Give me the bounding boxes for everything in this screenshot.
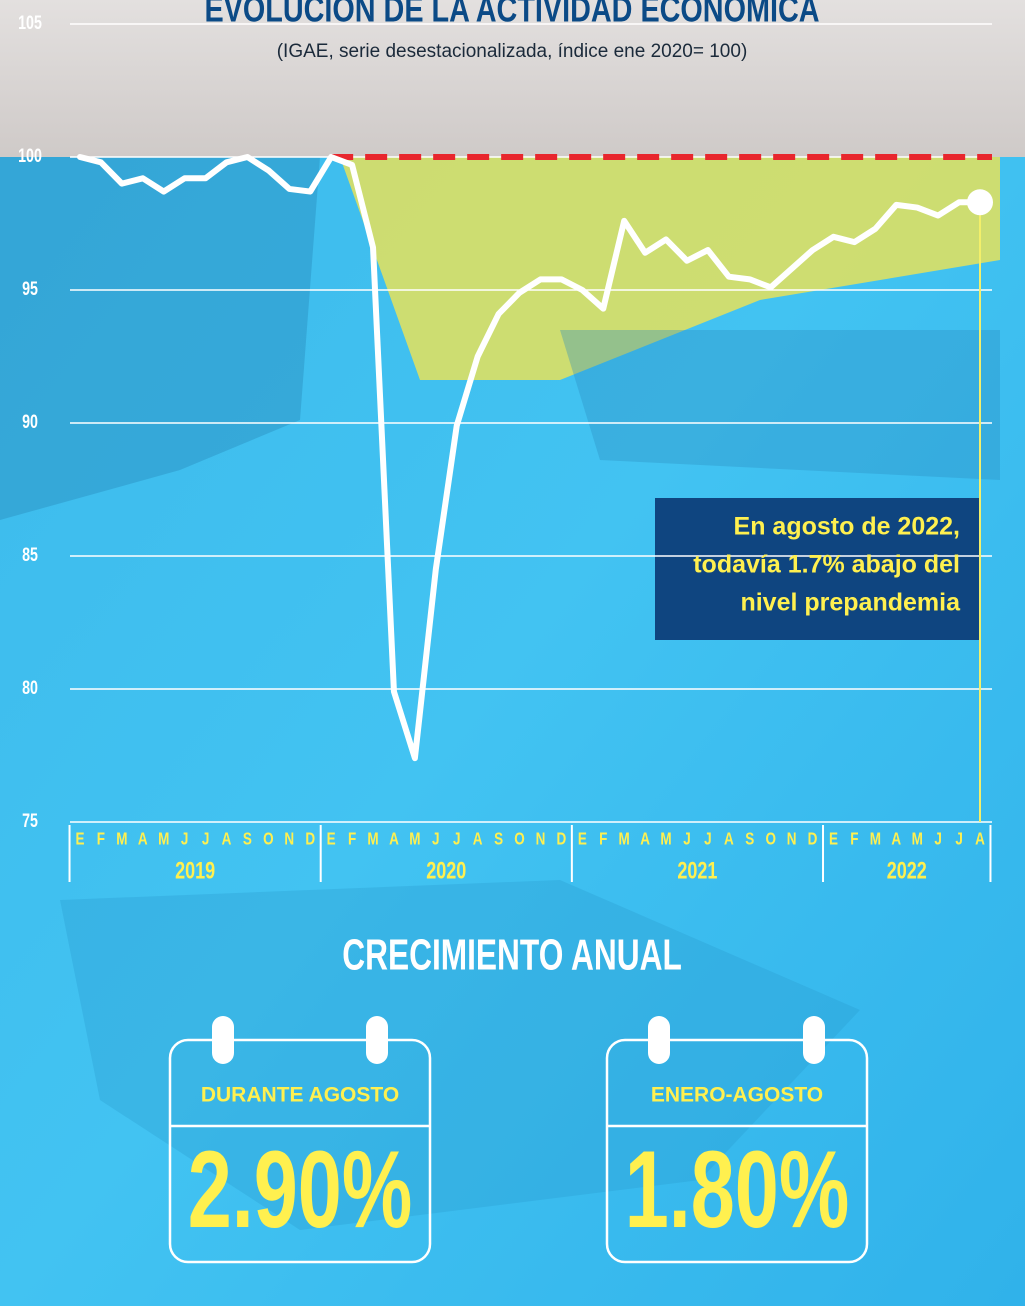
y-tick-label: 105: [18, 12, 42, 33]
x-tick-label: A: [138, 830, 148, 849]
x-tick-label: S: [243, 830, 252, 849]
x-tick-label: J: [683, 830, 691, 849]
card-ring: [648, 1016, 670, 1064]
x-tick-label: N: [787, 830, 797, 849]
x-tick-label: J: [432, 830, 440, 849]
x-tick-label: S: [745, 830, 754, 849]
background-shape: [0, 157, 320, 520]
x-tick-label: E: [829, 830, 838, 849]
x-tick-label: D: [557, 830, 567, 849]
x-tick-label: E: [578, 830, 587, 849]
y-tick-label: 95: [22, 278, 38, 299]
x-tick-label: M: [870, 830, 881, 849]
x-tick-label: M: [158, 830, 169, 849]
x-tick-label: E: [327, 830, 336, 849]
section-title: CRECIMIENTO ANUAL: [342, 931, 682, 980]
x-tick-label: O: [514, 830, 525, 849]
x-tick-label: F: [348, 830, 356, 849]
x-tick-label: J: [934, 830, 942, 849]
x-tick-label: J: [202, 830, 210, 849]
annotation: nivel prepandemia: [740, 589, 961, 617]
y-tick-label: 90: [22, 411, 38, 432]
annotation-box: [655, 498, 980, 640]
year-label: 2020: [426, 858, 466, 884]
year-label: 2021: [677, 858, 717, 884]
y-tick-label: 75: [22, 810, 38, 831]
year-label: 2022: [887, 858, 927, 884]
card: ENERO-AGOSTO 1.80%: [605, 1016, 869, 1264]
card-label: DURANTE AGOSTO: [201, 1084, 399, 1107]
end-marker: [967, 189, 993, 216]
x-tick-label: S: [494, 830, 503, 849]
annotation: En agosto de 2022,: [734, 513, 960, 541]
card-value: 2.90%: [188, 1128, 413, 1251]
card-ring: [366, 1016, 388, 1064]
x-tick-label: A: [389, 830, 399, 849]
card-label: ENERO-AGOSTO: [651, 1084, 823, 1107]
annotation: todavía 1.7% abajo del: [693, 551, 960, 579]
card-ring: [803, 1016, 825, 1064]
background-shape: [560, 330, 1000, 480]
x-tick-label: E: [75, 830, 84, 849]
x-tick-label: J: [704, 830, 712, 849]
background-shape: [340, 157, 1000, 380]
x-tick-label: J: [181, 830, 189, 849]
x-tick-label: M: [409, 830, 420, 849]
y-tick-label: 85: [22, 544, 38, 565]
x-tick-label: M: [912, 830, 923, 849]
x-tick-label: A: [975, 830, 985, 849]
x-tick-label: A: [891, 830, 901, 849]
x-tick-label: F: [850, 830, 858, 849]
x-tick-label: N: [536, 830, 546, 849]
x-tick-label: A: [222, 830, 232, 849]
x-tick-label: A: [724, 830, 734, 849]
x-tick-label: O: [263, 830, 274, 849]
x-tick-label: M: [116, 830, 127, 849]
x-tick-label: F: [97, 830, 105, 849]
data-line: [77, 154, 983, 762]
x-tick-label: J: [453, 830, 461, 849]
card-frame: [168, 1038, 432, 1264]
background-top: [0, 0, 1025, 157]
y-tick-label: 80: [22, 677, 38, 698]
chart-subtitle: (IGAE, serie desestacionalizada, índice …: [277, 41, 748, 62]
x-tick-label: O: [765, 830, 776, 849]
x-tick-label: N: [284, 830, 294, 849]
x-tick-label: M: [660, 830, 671, 849]
x-tick-label: M: [619, 830, 630, 849]
card-value: 1.80%: [625, 1128, 850, 1251]
x-tick-label: D: [808, 830, 818, 849]
background-shape: [60, 880, 860, 1230]
year-label: 2019: [175, 858, 215, 884]
card-frame: [605, 1038, 869, 1264]
card: DURANTE AGOSTO 2.90%: [168, 1016, 432, 1264]
chart-title: EVOLUCIÓN DE LA ACTIVIDAD ECONÓMICA: [204, 0, 819, 29]
card-ring: [212, 1016, 234, 1064]
x-tick-label: A: [640, 830, 650, 849]
x-tick-label: M: [367, 830, 378, 849]
x-tick-label: D: [305, 830, 315, 849]
x-tick-label: A: [473, 830, 483, 849]
x-tick-label: F: [599, 830, 607, 849]
x-tick-label: J: [955, 830, 963, 849]
y-tick-label: 100: [18, 145, 42, 166]
